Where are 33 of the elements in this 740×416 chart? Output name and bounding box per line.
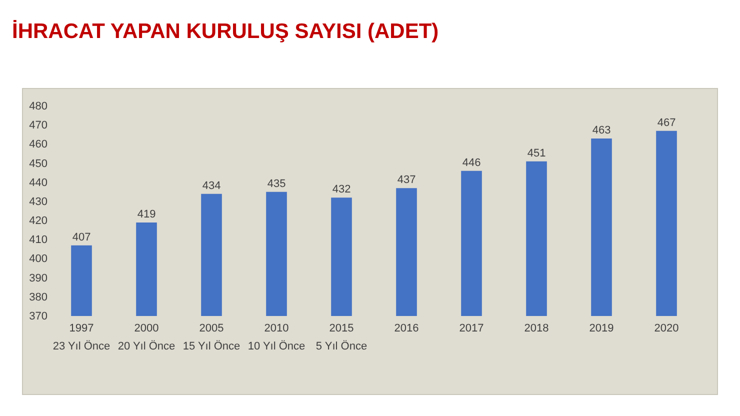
x-tick-label: 2015 5 Yıl Önce: [316, 322, 368, 352]
x-tick-label: 2010 10 Yıl Önce: [248, 322, 306, 352]
y-tick-label: 410: [29, 234, 48, 246]
data-label: 432: [332, 184, 351, 196]
data-label: 446: [462, 156, 481, 169]
x-tick-label: 2000 20 Yıl Önce: [118, 322, 176, 352]
data-label: 434: [202, 180, 221, 192]
x-tick-label: 2017: [459, 322, 484, 334]
data-label: 467: [657, 116, 676, 129]
data-label: 437: [397, 174, 416, 186]
x-tick-label: 1997 23 Yıl Önce: [52, 322, 110, 352]
chart-title: İHRACAT YAPAN KURULUŞ SAYISI (ADET): [12, 20, 439, 44]
y-tick-label: 400: [29, 253, 48, 266]
y-tick-label: 380: [29, 291, 48, 304]
y-tick-label: 470: [29, 120, 48, 132]
x-tick-label: 2020: [654, 322, 679, 334]
y-tick-label: 440: [29, 176, 48, 189]
data-label: 407: [72, 231, 91, 244]
y-tick-label: 420: [29, 215, 48, 228]
x-tick-label: 2005 15 Yıl Önce: [182, 322, 240, 352]
y-tick-label: 370: [29, 310, 48, 322]
data-label: 419: [137, 208, 156, 220]
y-tick-label: 460: [29, 138, 48, 151]
x-tick-label: 2018: [524, 322, 549, 334]
data-label: 463: [592, 124, 611, 136]
x-tick-label: 2019: [589, 322, 614, 334]
y-tick-label: 450: [29, 158, 48, 170]
data-label: 451: [527, 147, 546, 160]
y-tick-label: 390: [29, 272, 48, 284]
data-label: 435: [267, 178, 286, 190]
x-tick-label: 2016: [394, 322, 419, 334]
y-tick-label: 480: [29, 100, 48, 112]
y-tick-label: 430: [29, 196, 48, 208]
